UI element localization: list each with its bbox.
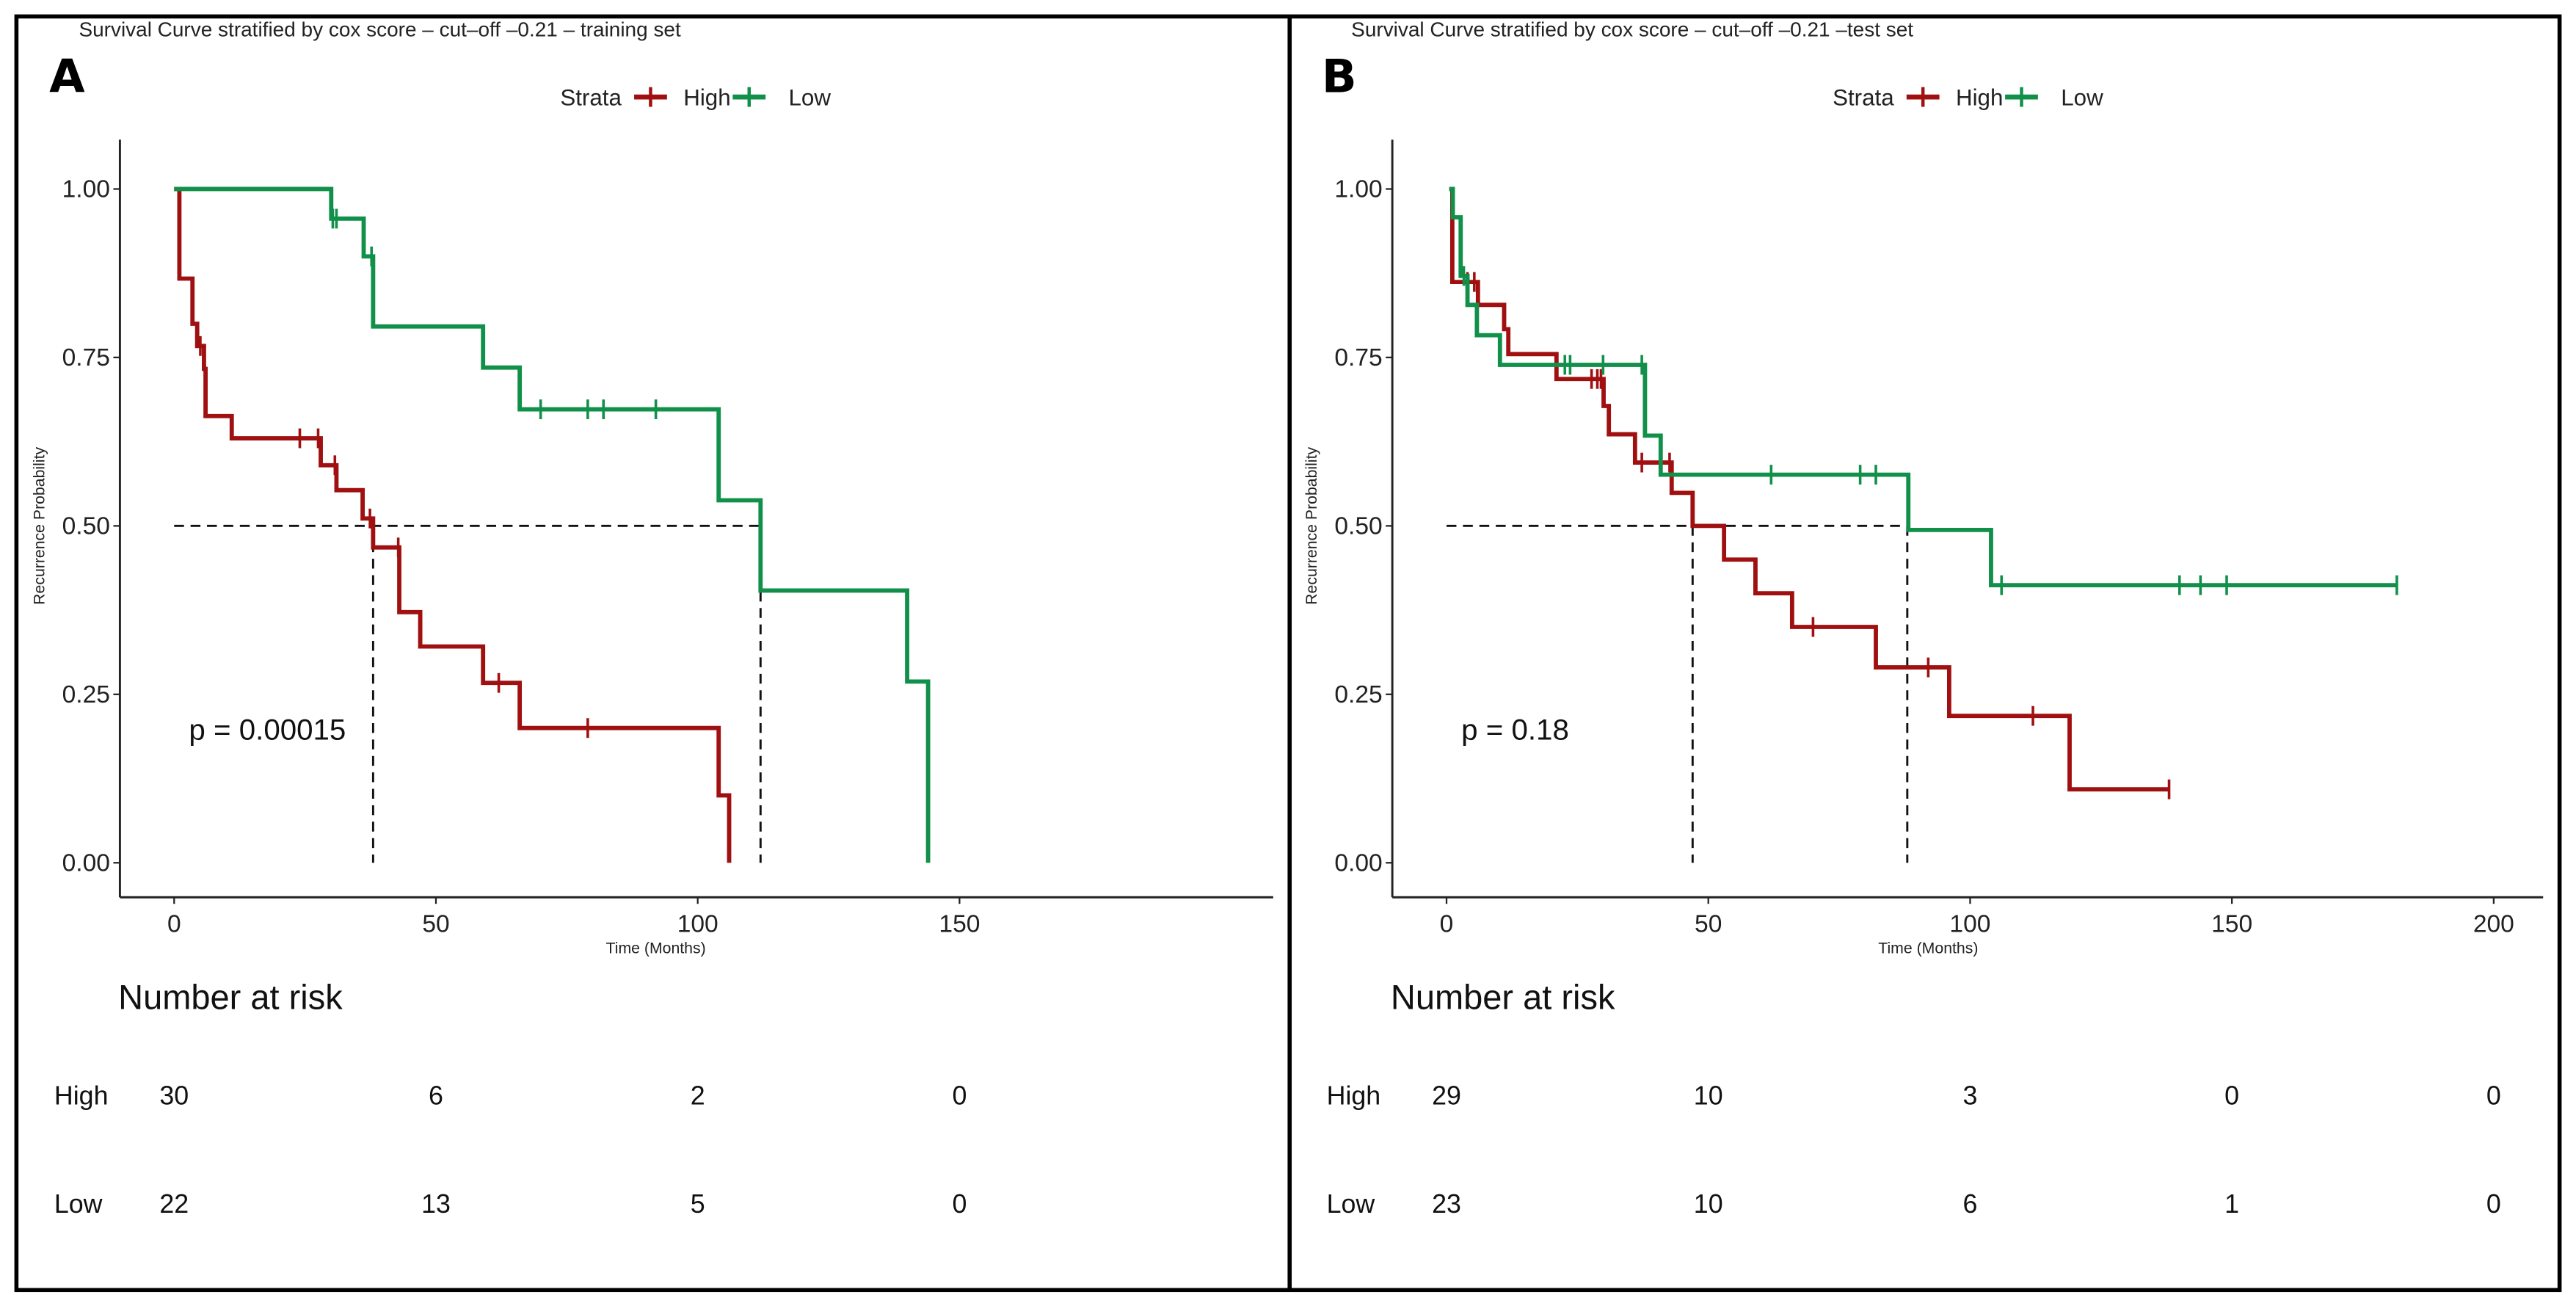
p-value: p = 0.18	[1461, 713, 1569, 746]
x-tick-label: 50	[1695, 910, 1722, 937]
y-tick-label: 1.00	[62, 176, 110, 203]
legend-label-high: High	[683, 84, 730, 110]
y-axis-label: Recurrence Probability	[1303, 447, 1320, 605]
legend-label-low: Low	[2061, 84, 2103, 110]
risk-count: 0	[2486, 1081, 2501, 1110]
risk-table-title: Number at risk	[118, 977, 343, 1016]
risk-row-label-low: Low	[54, 1189, 103, 1219]
risk-count: 10	[1694, 1189, 1723, 1219]
legend-title: Strata	[560, 84, 622, 110]
y-tick-label: 0.25	[62, 681, 110, 708]
survival-curve-high	[1449, 186, 2169, 792]
risk-count: 23	[1432, 1189, 1461, 1219]
risk-count: 2	[691, 1081, 705, 1110]
x-axis-label: Time (Months)	[606, 939, 706, 957]
x-tick-label: 0	[167, 910, 181, 937]
x-tick-label: 200	[2473, 910, 2514, 937]
survival-curve-high	[174, 186, 732, 863]
x-tick-label: 0	[1440, 910, 1454, 937]
legend-title: Strata	[1833, 84, 1894, 110]
risk-count: 22	[159, 1189, 189, 1219]
x-tick-label: 100	[677, 910, 718, 937]
panel-b: B Survival Curve stratified by cox score …	[1303, 18, 2544, 1219]
x-tick-label: 50	[422, 910, 449, 937]
risk-count: 5	[691, 1189, 705, 1219]
survival-curve-low	[1449, 186, 2397, 588]
survival-curve-low	[174, 186, 931, 863]
risk-count: 10	[1694, 1081, 1723, 1110]
y-tick-label: 0.25	[1334, 681, 1382, 708]
y-tick-label: 0.50	[1334, 513, 1382, 540]
legend-label-low: Low	[788, 84, 831, 110]
risk-count: 3	[1962, 1081, 1977, 1110]
y-tick-label: 1.00	[1334, 176, 1382, 203]
risk-count: 0	[952, 1081, 967, 1110]
risk-row-label-low: Low	[1327, 1189, 1375, 1219]
legend-label-high: High	[1956, 84, 2003, 110]
y-tick-label: 0.50	[62, 513, 110, 540]
risk-count: 1	[2224, 1189, 2239, 1219]
x-axis-label: Time (Months)	[1878, 939, 1978, 957]
panel-letter: A	[49, 49, 85, 103]
risk-count: 6	[1962, 1189, 1977, 1219]
risk-count: 29	[1432, 1081, 1461, 1110]
risk-count: 6	[429, 1081, 443, 1110]
chart-title: Survival Curve stratified by cox score –…	[1351, 18, 1913, 40]
risk-row-label-high: High	[1327, 1081, 1381, 1110]
risk-table-title: Number at risk	[1391, 977, 1615, 1016]
y-axis-label: Recurrence Probability	[30, 447, 48, 605]
panel-a: A Survival Curve stratified by cox score …	[30, 18, 1273, 1219]
risk-count: 0	[2486, 1189, 2501, 1219]
x-tick-label: 150	[939, 910, 980, 937]
panel-letter: B	[1322, 49, 1357, 103]
y-tick-label: 0.00	[62, 849, 110, 877]
y-tick-label: 0.75	[62, 344, 110, 371]
risk-count: 13	[421, 1189, 451, 1219]
p-value: p = 0.00015	[189, 713, 346, 746]
risk-count: 30	[159, 1081, 189, 1110]
y-tick-label: 0.00	[1334, 849, 1382, 877]
risk-count: 0	[2224, 1081, 2239, 1110]
y-tick-label: 0.75	[1334, 344, 1382, 371]
chart-title: Survival Curve stratified by cox score –…	[79, 18, 681, 40]
risk-count: 0	[952, 1189, 967, 1219]
x-tick-label: 150	[2211, 910, 2252, 937]
risk-row-label-high: High	[54, 1081, 109, 1110]
x-tick-label: 100	[1949, 910, 1990, 937]
